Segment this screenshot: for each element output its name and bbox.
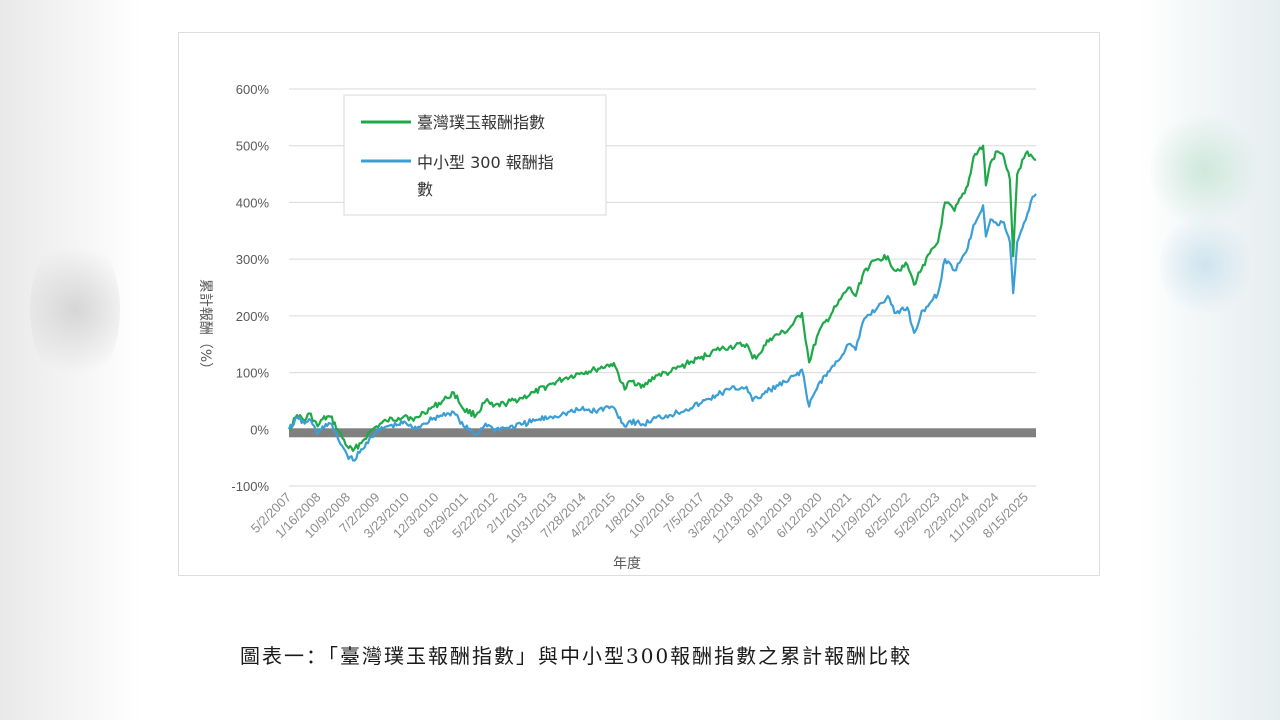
series-line-blue [287,193,1037,462]
x-axis-ticks: 5/2/20071/16/200810/9/20087/2/20093/23/2… [248,490,1031,547]
y-tick-label: 100% [236,366,270,381]
legend-label-blue-line1: 中小型 300 報酬指 [417,153,554,172]
y-tick-label: 400% [236,195,270,210]
zero-baseline-band [289,428,1036,438]
series-line-green [288,144,1037,452]
background-left-panel [0,0,140,720]
y-tick-label: -100% [231,479,269,494]
figure-caption: 圖表一：「臺灣璞玉報酬指數」與中小型300報酬指數之累計報酬比較 [240,644,913,668]
line-chart: -100% 0% 100% 200% 300% 400% 500% 600% 5/2/2007… [197,82,1037,572]
legend: 臺灣璞玉報酬指數 中小型 300 報酬指 數 [343,94,607,216]
y-axis-title: 累計報酬（%） [197,279,213,376]
chart-frame: -100% 0% 100% 200% 300% 400% 500% 600% 5/2/2007… [178,32,1100,576]
x-axis-title: 年度 [613,556,641,572]
legend-label-blue-line2: 數 [417,180,433,199]
y-tick-label: 200% [236,309,270,324]
series-lines [287,144,1037,462]
y-axis-ticks: -100% 0% 100% 200% 300% 400% 500% 600% [231,82,269,494]
background-blur-blue [1160,210,1250,320]
legend-label-green: 臺灣璞玉報酬指數 [417,113,545,132]
legend-box [343,94,607,216]
background-right-panel [1140,0,1280,720]
y-tick-label: 300% [236,252,270,267]
y-tick-label: 0% [250,422,269,437]
y-tick-label: 500% [236,139,270,154]
y-tick-label: 600% [236,82,270,97]
background-blur [30,230,120,390]
